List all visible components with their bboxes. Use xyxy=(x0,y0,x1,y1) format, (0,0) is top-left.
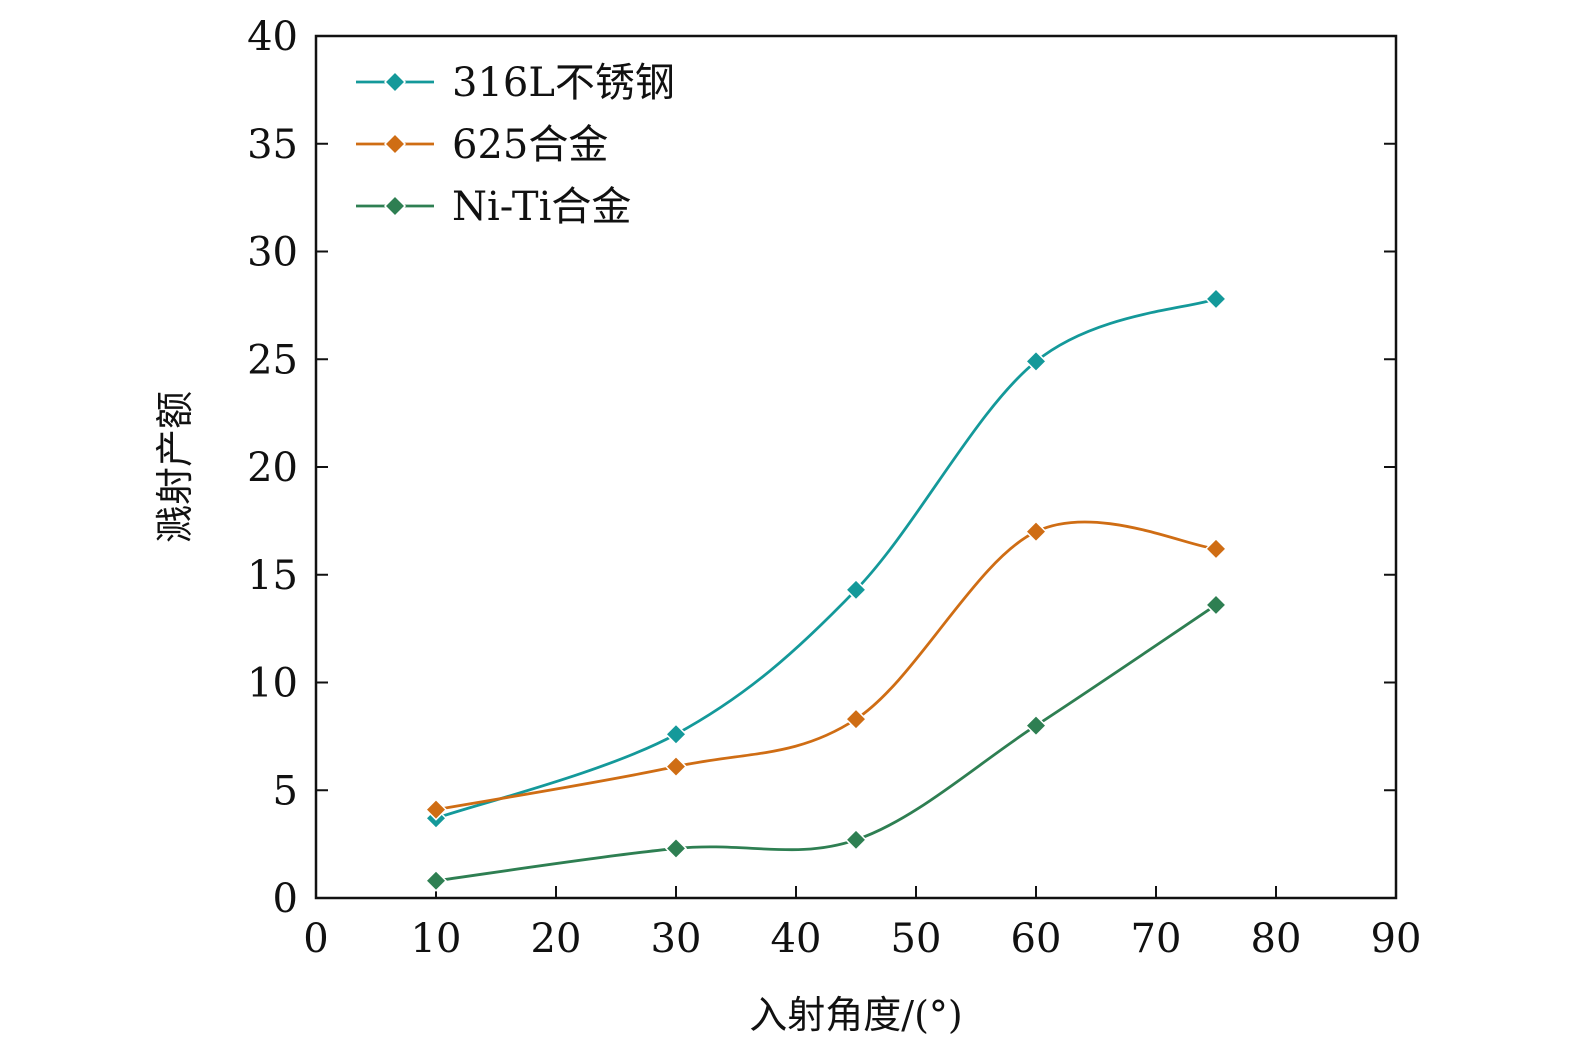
y-tick-label: 25 xyxy=(247,337,298,383)
x-tick-label: 80 xyxy=(1251,916,1302,962)
legend-label: Ni-Ti合金 xyxy=(452,184,631,230)
data-point xyxy=(844,578,868,601)
y-axis-title: 溅射产额 xyxy=(153,391,197,543)
data-point xyxy=(1024,350,1048,373)
data-point xyxy=(424,798,448,821)
y-tick-label: 10 xyxy=(247,661,298,707)
data-point xyxy=(664,755,688,778)
y-tick-label: 20 xyxy=(247,445,298,491)
data-point xyxy=(1204,537,1228,560)
y-tick-label: 30 xyxy=(247,230,298,276)
x-tick-label: 30 xyxy=(651,916,702,962)
legend-marker xyxy=(383,132,407,156)
y-tick-label: 15 xyxy=(247,553,298,599)
y-tick-label: 0 xyxy=(273,876,298,922)
data-point xyxy=(1024,714,1048,737)
data-point xyxy=(844,828,868,851)
data-point xyxy=(1204,593,1228,616)
x-tick-label: 40 xyxy=(771,916,822,962)
x-tick-label: 10 xyxy=(411,916,462,962)
series-line-2 xyxy=(435,520,1217,812)
legend-marker xyxy=(383,194,407,218)
x-tick-label: 0 xyxy=(303,916,328,962)
series-layer xyxy=(424,287,1228,892)
data-point xyxy=(1204,287,1228,310)
x-tick-label: 90 xyxy=(1371,916,1422,962)
legend-label: 316L不锈钢 xyxy=(452,60,675,106)
legend-marker xyxy=(383,70,407,94)
x-axis-title: 入射角度/(°) xyxy=(749,993,962,1037)
y-tick-label: 40 xyxy=(247,14,298,60)
data-point xyxy=(1024,520,1048,543)
y-tick-label: 35 xyxy=(247,122,298,168)
data-point xyxy=(664,723,688,746)
series-line-1 xyxy=(435,297,1217,820)
data-point xyxy=(424,869,448,892)
x-tick-label: 20 xyxy=(531,916,582,962)
x-tick-label: 50 xyxy=(891,916,942,962)
y-axis: 0 5 10 15 20 25 30 35 40 xyxy=(247,14,1396,922)
data-point xyxy=(664,837,688,860)
x-axis: 0 10 20 30 40 50 60 70 80 90 xyxy=(303,886,1421,962)
legend-label: 625合金 xyxy=(452,122,608,168)
x-tick-label: 60 xyxy=(1011,916,1062,962)
series-line-3 xyxy=(435,603,1217,883)
y-tick-label: 5 xyxy=(273,768,298,814)
legend: 316L不锈钢 625合金 Ni-Ti合金 xyxy=(356,60,675,230)
data-point xyxy=(844,708,868,731)
x-tick-label: 70 xyxy=(1131,916,1182,962)
